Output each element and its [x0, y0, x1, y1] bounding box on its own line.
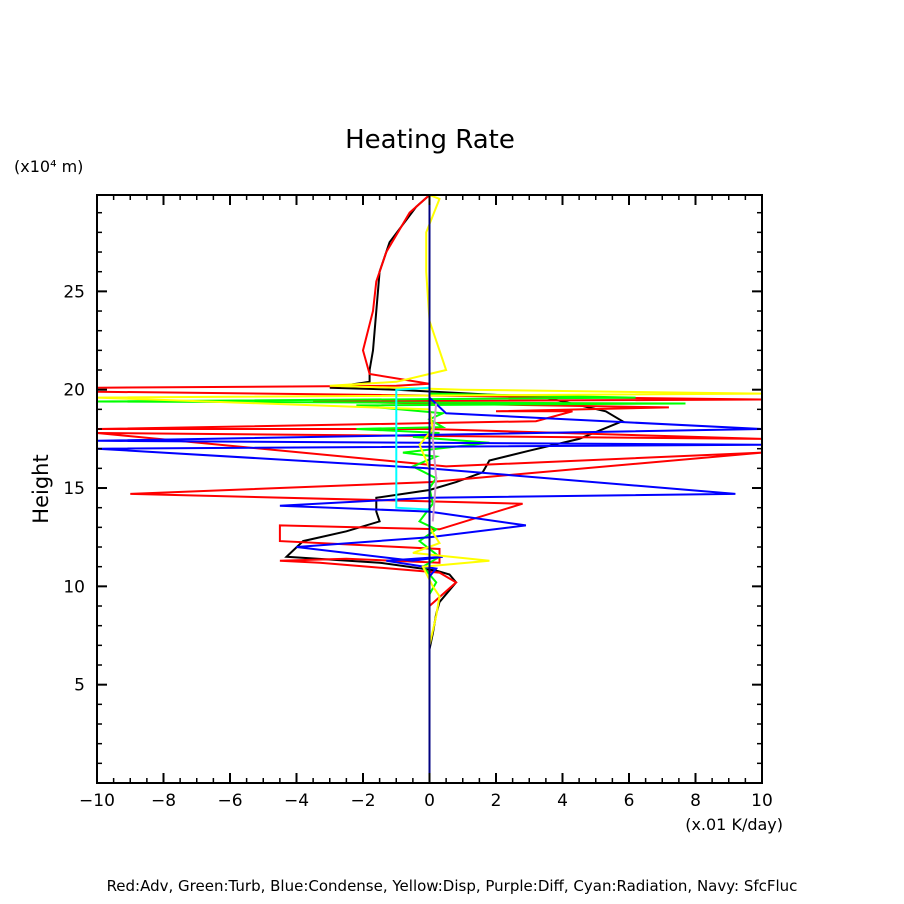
- legend-caption: Red:Adv, Green:Turb, Blue:Condense, Yell…: [107, 877, 798, 895]
- y-tick-label: 10: [63, 577, 85, 597]
- x-tick-label: 0: [424, 791, 435, 811]
- x-tick-label: −10: [79, 791, 115, 811]
- y-tick-label: 5: [74, 676, 85, 696]
- x-tick-label: −6: [217, 791, 242, 811]
- series-total-line: [284, 195, 625, 650]
- chart-title: Heating Rate: [345, 125, 515, 155]
- series-layer: [97, 195, 762, 783]
- y-tick-label: 25: [63, 282, 85, 302]
- x-tick-label: 4: [557, 791, 568, 811]
- x-tick-label: 6: [624, 791, 635, 811]
- x-tick-label: 2: [491, 791, 502, 811]
- series-diff-line: [431, 403, 438, 522]
- x-tick-label: −4: [284, 791, 309, 811]
- x-tick-label: 8: [690, 791, 701, 811]
- y-axis-units: (x10⁴ m): [14, 157, 83, 176]
- series-turb-line: [97, 392, 686, 595]
- x-tick-label: 10: [751, 791, 773, 811]
- y-tick-label: 15: [63, 479, 85, 499]
- x-tick-label: −2: [350, 791, 375, 811]
- series-radiation-line: [395, 386, 430, 511]
- axis-layer: −10 −8 −6 −4 −2 0 2 4 6 8 10 5 10 15 20 25: [63, 194, 773, 811]
- y-axis-label: Height: [29, 454, 53, 523]
- y-tick-label: 20: [63, 381, 85, 401]
- x-tick-label: −8: [151, 791, 176, 811]
- x-axis-units: (x.01 K/day): [685, 815, 783, 834]
